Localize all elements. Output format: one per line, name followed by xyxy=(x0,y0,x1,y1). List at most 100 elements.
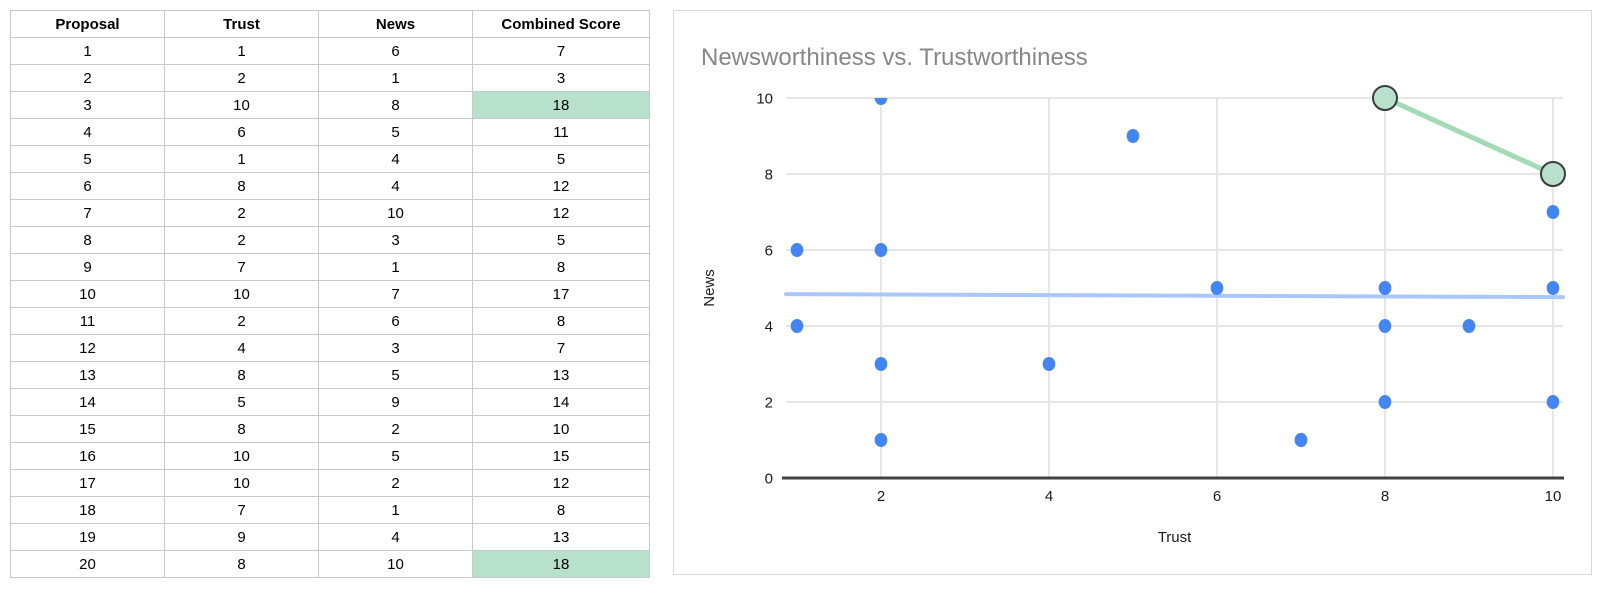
table-cell[interactable]: 10 xyxy=(164,469,319,497)
table-cell[interactable]: 3 xyxy=(318,334,473,362)
table-cell[interactable]: 10 xyxy=(164,442,319,470)
table-cell[interactable]: 6 xyxy=(318,307,473,335)
table-cell[interactable]: 4 xyxy=(318,172,473,200)
table-cell[interactable]: 10 xyxy=(164,91,319,119)
table-cell[interactable]: 3 xyxy=(472,64,650,92)
table-cell[interactable]: 7 xyxy=(10,199,165,227)
table-cell[interactable]: 2 xyxy=(164,199,319,227)
table-cell[interactable]: 10 xyxy=(472,415,650,443)
table-cell[interactable]: 14 xyxy=(10,388,165,416)
table-cell[interactable]: 8 xyxy=(164,361,319,389)
table-cell[interactable]: 8 xyxy=(318,91,473,119)
table-cell[interactable]: 7 xyxy=(164,496,319,524)
data-point[interactable] xyxy=(1546,205,1560,219)
highlighted-cell[interactable]: 18 xyxy=(472,550,650,578)
table-cell[interactable]: 7 xyxy=(472,37,650,65)
data-point[interactable] xyxy=(1378,319,1392,333)
data-point[interactable] xyxy=(790,319,804,333)
highlighted-point[interactable] xyxy=(1372,85,1398,111)
highlighted-point[interactable] xyxy=(1540,161,1566,187)
data-point[interactable] xyxy=(1546,281,1560,295)
data-point[interactable] xyxy=(874,357,888,371)
table-cell[interactable]: 8 xyxy=(472,307,650,335)
table-cell[interactable]: 8 xyxy=(472,253,650,281)
table-cell[interactable]: 5 xyxy=(318,361,473,389)
table-cell[interactable]: 5 xyxy=(318,118,473,146)
table-cell[interactable]: 12 xyxy=(472,172,650,200)
table-cell[interactable]: 11 xyxy=(472,118,650,146)
data-point[interactable] xyxy=(1294,433,1308,447)
table-cell[interactable]: 3 xyxy=(10,91,165,119)
data-point[interactable] xyxy=(1042,357,1056,371)
table-cell[interactable]: 9 xyxy=(318,388,473,416)
table-cell[interactable]: 12 xyxy=(472,469,650,497)
table-cell[interactable]: 1 xyxy=(318,496,473,524)
data-point[interactable] xyxy=(874,433,888,447)
table-cell[interactable]: 14 xyxy=(472,388,650,416)
table-cell[interactable]: 12 xyxy=(10,334,165,362)
table-cell[interactable]: 2 xyxy=(164,307,319,335)
table-cell[interactable]: 8 xyxy=(164,172,319,200)
table-cell[interactable]: 17 xyxy=(472,280,650,308)
table-cell[interactable]: 5 xyxy=(164,388,319,416)
table-cell[interactable]: 8 xyxy=(10,226,165,254)
table-cell[interactable]: 9 xyxy=(164,523,319,551)
data-point[interactable] xyxy=(1126,129,1140,143)
table-cell[interactable]: 10 xyxy=(10,280,165,308)
table-cell[interactable]: 10 xyxy=(318,199,473,227)
table-cell[interactable]: 4 xyxy=(164,334,319,362)
table-cell[interactable]: 15 xyxy=(472,442,650,470)
table-cell[interactable]: 16 xyxy=(10,442,165,470)
column-header[interactable]: Proposal xyxy=(10,10,165,38)
data-point[interactable] xyxy=(874,243,888,257)
column-header[interactable]: News xyxy=(318,10,473,38)
column-header[interactable]: Trust xyxy=(164,10,319,38)
table-cell[interactable]: 18 xyxy=(10,496,165,524)
table-cell[interactable]: 10 xyxy=(164,280,319,308)
table-cell[interactable]: 1 xyxy=(318,253,473,281)
table-cell[interactable]: 3 xyxy=(318,226,473,254)
data-point[interactable] xyxy=(1210,281,1224,295)
table-cell[interactable]: 1 xyxy=(10,37,165,65)
table-cell[interactable]: 11 xyxy=(10,307,165,335)
table-cell[interactable]: 13 xyxy=(472,361,650,389)
table-cell[interactable]: 20 xyxy=(10,550,165,578)
column-header[interactable]: Combined Score xyxy=(472,10,650,38)
table-cell[interactable]: 4 xyxy=(318,523,473,551)
table-cell[interactable]: 5 xyxy=(472,145,650,173)
data-point[interactable] xyxy=(1378,395,1392,409)
table-cell[interactable]: 10 xyxy=(318,550,473,578)
table-cell[interactable]: 6 xyxy=(318,37,473,65)
table-cell[interactable]: 2 xyxy=(10,64,165,92)
table-cell[interactable]: 5 xyxy=(472,226,650,254)
table-cell[interactable]: 7 xyxy=(164,253,319,281)
table-cell[interactable]: 7 xyxy=(472,334,650,362)
data-point[interactable] xyxy=(1546,395,1560,409)
table-cell[interactable]: 13 xyxy=(10,361,165,389)
data-point[interactable] xyxy=(874,91,888,105)
data-point[interactable] xyxy=(790,243,804,257)
table-cell[interactable]: 15 xyxy=(10,415,165,443)
table-cell[interactable]: 6 xyxy=(164,118,319,146)
table-cell[interactable]: 8 xyxy=(164,415,319,443)
table-cell[interactable]: 8 xyxy=(164,550,319,578)
table-cell[interactable]: 2 xyxy=(318,469,473,497)
data-point[interactable] xyxy=(1378,281,1392,295)
table-cell[interactable]: 5 xyxy=(318,442,473,470)
table-cell[interactable]: 9 xyxy=(10,253,165,281)
table-cell[interactable]: 8 xyxy=(472,496,650,524)
table-cell[interactable]: 2 xyxy=(318,415,473,443)
table-cell[interactable]: 7 xyxy=(318,280,473,308)
highlighted-cell[interactable]: 18 xyxy=(472,91,650,119)
table-cell[interactable]: 5 xyxy=(10,145,165,173)
table-cell[interactable]: 12 xyxy=(472,199,650,227)
table-cell[interactable]: 1 xyxy=(318,64,473,92)
table-cell[interactable]: 17 xyxy=(10,469,165,497)
table-cell[interactable]: 1 xyxy=(164,37,319,65)
table-cell[interactable]: 19 xyxy=(10,523,165,551)
table-cell[interactable]: 6 xyxy=(10,172,165,200)
table-cell[interactable]: 4 xyxy=(10,118,165,146)
table-cell[interactable]: 1 xyxy=(164,145,319,173)
data-point[interactable] xyxy=(1462,319,1476,333)
table-cell[interactable]: 4 xyxy=(318,145,473,173)
